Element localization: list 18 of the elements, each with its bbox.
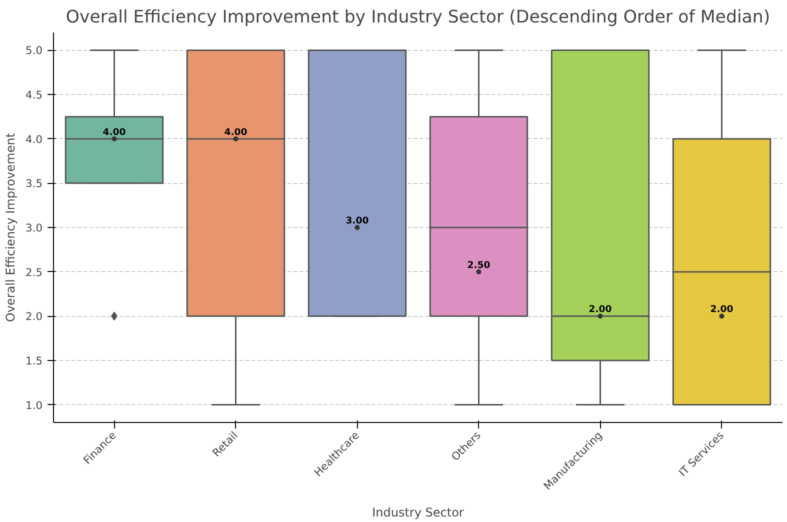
y-tick-label: 2.0 [26,310,43,324]
chart-title: Overall Efficiency Improvement by Industry Sector (Descending Order of Median) [66,8,770,28]
annotation: 4.00 [224,126,248,138]
y-tick-label: 1.0 [26,398,43,412]
y-tick-label: 2.5 [26,266,43,279]
y-tick-label: 4.0 [26,132,43,146]
y-tick-label: 3.0 [26,222,43,234]
x-axis-title: Industry Sector [372,505,464,520]
annotation: 2.50 [467,260,491,271]
annotation: 3.00 [346,216,370,226]
annotation: 2.00 [710,304,734,316]
y-tick-label: 5.0 [26,44,43,58]
y-tick-label: 1.5 [26,354,43,368]
y-axis-title: Overall Efficiency Improvement [4,132,18,322]
annotation: 4.00 [102,126,126,138]
annotation: 2.00 [588,304,612,316]
y-tick-label: 3.5 [26,177,43,190]
y-tick-label: 4.5 [26,88,43,102]
